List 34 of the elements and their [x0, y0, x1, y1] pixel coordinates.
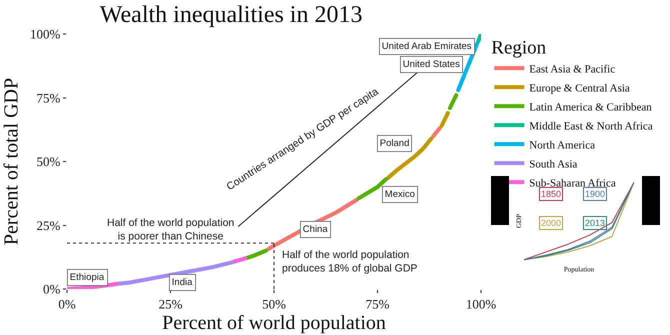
- x-tick-label: 0%: [58, 296, 76, 312]
- annotation: China: [302, 224, 328, 235]
- annotation: Half of the world population is poorer than Chinese: [107, 217, 234, 243]
- legend-label: South Asia: [529, 158, 578, 170]
- y-tick-label: 50%: [36, 154, 61, 170]
- annotation: Mexico: [384, 188, 415, 200]
- annotation: United States: [402, 58, 460, 70]
- y-tick-label: 75%: [36, 90, 61, 106]
- y-tick-label: 0%: [43, 282, 61, 297]
- y-tick-label: 25%: [36, 218, 61, 233]
- x-tick-label: 75%: [366, 296, 390, 312]
- series-label: 2013: [585, 218, 606, 228]
- legend-label: Middle East & North Africa: [529, 120, 653, 132]
- legend-label: Latin America & Caribbean: [529, 101, 652, 114]
- legend-label: Sub-Saharan Africa: [529, 177, 616, 190]
- x-tick-label: 25%: [158, 296, 183, 312]
- annotation: Ethiopia: [70, 272, 105, 283]
- text: 2000: [541, 218, 562, 228]
- y-axis-title: Percent of total GDP: [0, 78, 23, 246]
- x-tick-label: 100%: [466, 296, 496, 312]
- annotation: Poland: [380, 138, 410, 149]
- text: 1900: [585, 189, 606, 199]
- annotation: United Arab Emirates: [382, 40, 472, 52]
- y-tick-label: 100%: [30, 26, 61, 42]
- legend-label: Europe & Central Asia: [529, 82, 630, 94]
- annotation: Half of the world population produces 18% of global GDP: [282, 249, 418, 275]
- x-tick-label: 50%: [262, 296, 286, 312]
- x-axis-title: Percent of world population: [162, 312, 386, 334]
- legend-label: East Asia & Pacific: [529, 63, 616, 76]
- legend-title: Region: [491, 38, 547, 59]
- legend-label: North America: [529, 139, 596, 152]
- chart-title: Wealth inequalities in 2013: [100, 2, 362, 28]
- annotation: India: [172, 276, 194, 288]
- text: 1850: [541, 189, 562, 199]
